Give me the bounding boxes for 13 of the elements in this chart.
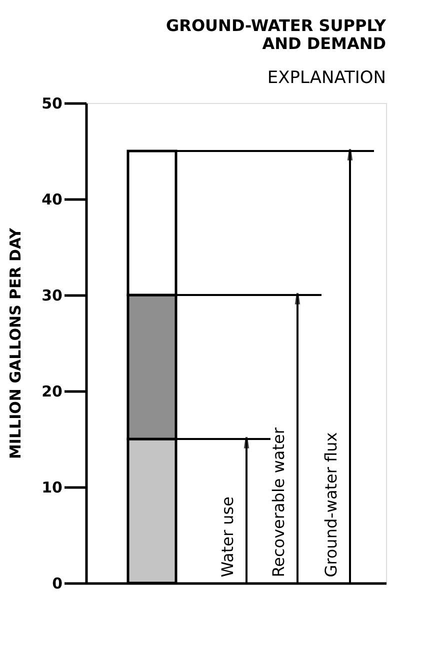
y-tick-label: 10 [42,478,62,496]
ref-line-label: Recoverable water [269,427,288,578]
text: GROUND-WATER SUPPLY [166,16,386,35]
ref-line-label: Ground-water flux [322,432,340,578]
y-tick-label: 0 [52,574,62,592]
text: AND DEMAND [262,34,386,53]
y-tick-label: 40 [42,190,62,208]
chart-subtitle: EXPLANATION [267,68,386,88]
ref-line-label: Water use [218,496,237,578]
y-tick-label: 30 [42,286,62,304]
y-tick-label: 50 [42,94,62,112]
y-tick-label: 20 [42,382,62,400]
y-axis-title: MILLION GALLONS PER DAY [6,226,25,460]
